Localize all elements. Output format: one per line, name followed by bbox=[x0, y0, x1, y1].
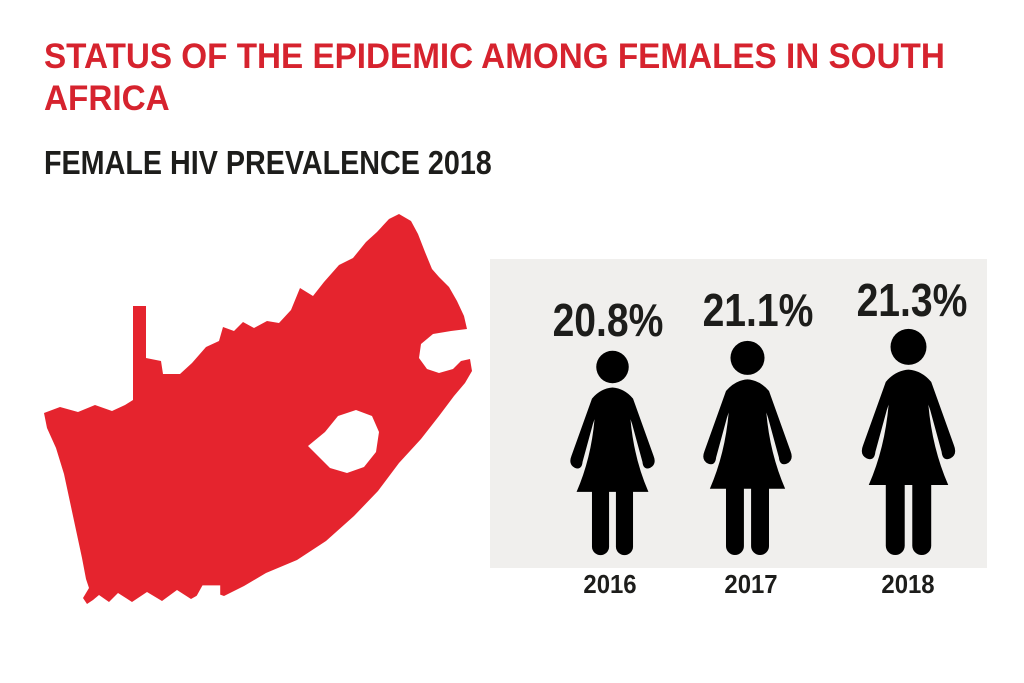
page-title: STATUS OF THE EPIDEMIC AMONG FEMALES IN … bbox=[44, 37, 945, 118]
prevalence-value-2018: 21.3% bbox=[856, 274, 968, 326]
year-label-2017: 2017 bbox=[724, 569, 778, 599]
prevalence-value-2017: 21.1% bbox=[702, 284, 814, 336]
page-subtitle: FEMALE HIV PREVALENCE 2018 bbox=[44, 144, 492, 181]
year-label-2018: 2018 bbox=[881, 569, 935, 599]
female-icon-2017 bbox=[703, 340, 792, 556]
map-big-number: 4.5 bbox=[167, 556, 328, 683]
female-icon-2018 bbox=[861, 328, 956, 556]
south-africa-outline bbox=[44, 214, 472, 604]
lesotho-cutout bbox=[308, 410, 379, 473]
female-icon-2016 bbox=[570, 350, 655, 556]
prevalence-value-2016: 20.8% bbox=[552, 294, 664, 346]
south-africa-map-shape bbox=[44, 214, 472, 604]
south-africa-map: 4.5 million females aged 15+ are living … bbox=[20, 210, 480, 683]
year-label-2016: 2016 bbox=[583, 569, 637, 599]
